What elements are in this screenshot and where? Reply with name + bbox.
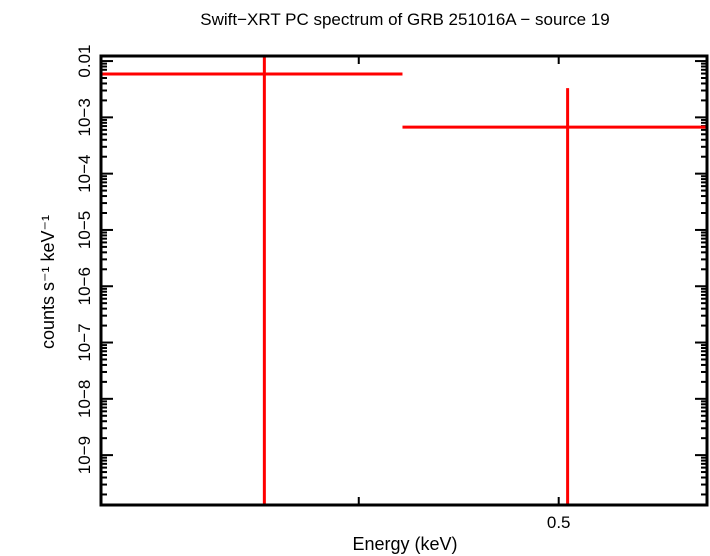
data-point [402,88,707,505]
x-axis-label: Energy (keV) [352,534,457,554]
y-tick-label: 10−9 [75,436,94,474]
y-tick-label: 0.01 [75,45,94,78]
y-tick-label: 10−3 [75,98,94,136]
data-point [101,56,403,505]
y-tick-label: 10−8 [75,380,94,418]
plot-frame [99,54,709,507]
y-tick-label: 10−4 [75,155,94,193]
y-tick-label: 10−5 [75,211,94,249]
chart-title: Swift−XRT PC spectrum of GRB 251016A − s… [200,10,609,29]
x-tick-label: 0.5 [547,513,571,532]
y-tick-label: 10−7 [75,323,94,361]
y-tick-label: 10−6 [75,267,94,305]
y-axis-label: counts s⁻¹ keV⁻¹ [38,215,58,349]
